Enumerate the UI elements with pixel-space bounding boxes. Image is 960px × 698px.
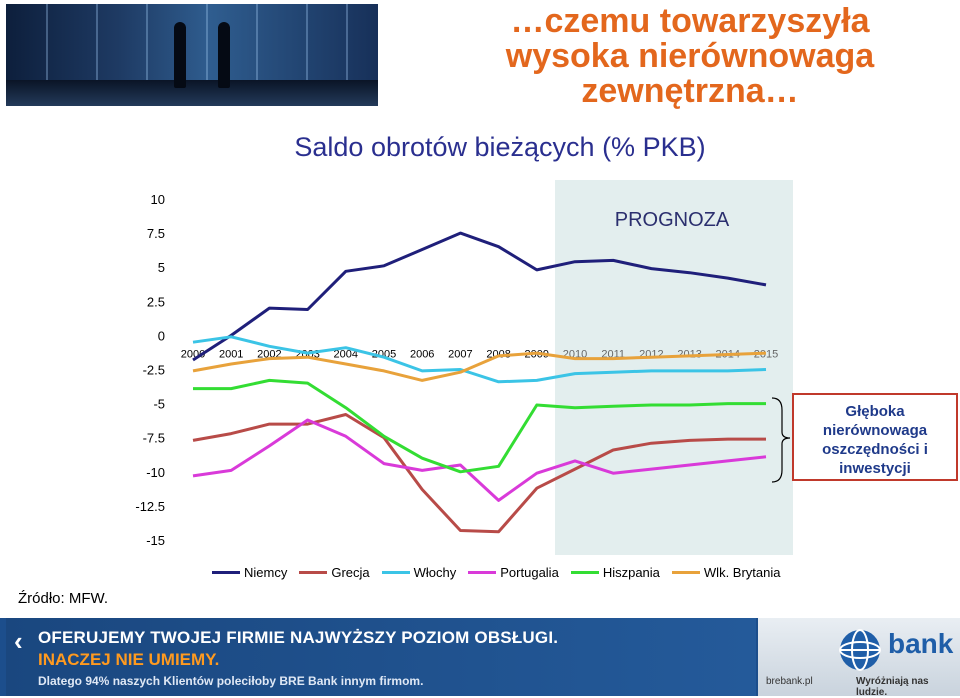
bank-logo-text: bank [888,628,954,659]
x-tick-label: 2005 [372,348,396,360]
legend-swatch [381,571,410,574]
legend-swatch [671,571,700,574]
callout-line-3: oszczędności i [822,441,928,458]
y-tick-label: -7.5 [143,431,165,446]
y-tick-label: -2.5 [143,363,165,378]
x-tick-label: 2007 [448,348,472,360]
legend-item: Grecja [299,565,370,580]
series-line-1 [192,231,767,362]
imbalance-callout: Głęboka nierównowaga oszczędności i inwe… [792,393,958,481]
series-line-6 [192,351,767,382]
series-line-4 [192,418,767,502]
chart-legend: Niemcy Grecja Włochy Portugalia Hiszpania Wlk… [212,565,792,580]
y-tick-label: 10 [151,192,165,207]
x-tick-label: 2001 [219,348,243,360]
header-photo [6,4,378,106]
current-account-chart: PROGNOZA 10 7.5 5 2.5 0 -2.5 -5 -7.5 -10 -12.5 -15 2… [135,180,793,555]
legend-item: Wlk. Brytania [671,565,781,580]
bank-url[interactable]: brebank.pl [766,676,813,687]
banner-line-1: OFERUJEMY TWOJEJ FIRMIE NAJWYŻSZY POZIOM… [38,628,559,647]
y-tick-label: -10 [146,465,165,480]
y-tick-label: 7.5 [147,226,165,241]
legend-item: Portugalia [468,565,559,580]
legend-swatch [212,571,240,574]
page-title: …czemu towarzyszyła wysoka nierównowaga … [440,4,940,109]
legend-label: Portugalia [500,565,559,580]
y-tick-label: 5 [158,260,165,275]
legend-swatch [299,571,328,574]
legend-swatch [468,571,497,574]
legend-item: Włochy [381,565,457,580]
title-line-2: wysoka nierównowaga [505,37,875,75]
globe-logo-icon [839,629,881,671]
banner-text-area: ‹ OFERUJEMY TWOJEJ FIRMIE NAJWYŻSZY POZI… [6,618,756,696]
callout-brace [771,397,791,483]
y-tick-label: 0 [158,328,165,343]
chevron-left-icon: ‹ [14,626,23,656]
legend-label: Włochy [413,565,457,580]
callout-line-4: inwestycji [839,460,911,477]
callout-line-1: Głęboka [845,403,905,420]
forecast-label: PROGNOZA [615,209,730,231]
bank-slogan: Wyróżniają nas ludzie. [856,676,929,698]
y-tick-label: 2.5 [147,294,165,309]
callout-line-2: nierównowaga [822,422,928,439]
series-line-2 [192,413,766,534]
title-line-1: …czemu towarzyszyła [510,2,870,40]
legend-label: Niemcy [244,565,288,580]
source-note: Źródło: MFW. [18,590,109,607]
ad-banner[interactable]: ‹ OFERUJEMY TWOJEJ FIRMIE NAJWYŻSZY POZI… [0,618,960,698]
series-line-5 [193,378,766,474]
bank-logo-area: bank brebank.pl Wyróżniają nas ludzie. [758,618,960,698]
y-tick-label: -5 [153,397,165,412]
banner-line-2: INACZEJ NIE UMIEMY. [38,650,220,669]
legend-item: Hiszpania [570,565,660,580]
x-tick-label: 2004 [334,348,358,360]
legend-swatch [570,571,599,574]
legend-label: Grecja [331,565,370,580]
title-line-3: zewnętrzna… [581,72,799,110]
series-line-3 [192,335,767,384]
legend-label: Wlk. Brytania [703,565,781,580]
forecast-region [555,180,793,555]
chart-title: Saldo obrotów bieżących (% PKB) [294,132,706,162]
y-tick-label: -15 [146,533,165,548]
legend-item: Niemcy [212,565,287,580]
banner-line-3: Dlatego 94% naszych Klientów poleciłoby … [38,674,424,688]
legend-label: Hiszpania [602,565,660,580]
y-tick-label: -12.5 [135,499,165,514]
x-tick-label: 2006 [410,348,434,360]
